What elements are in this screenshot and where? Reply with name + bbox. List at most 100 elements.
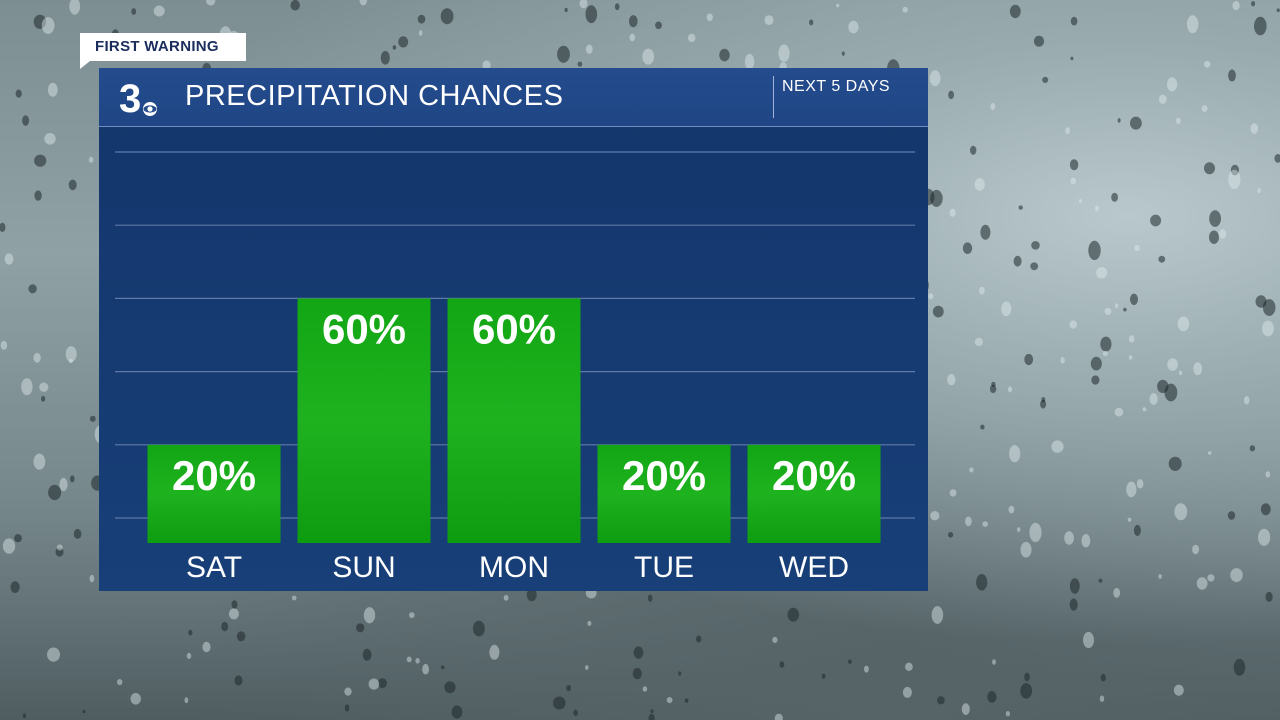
raindrop (974, 337, 984, 347)
raindrop (1078, 199, 1083, 203)
raindrop (1017, 527, 1021, 532)
raindrop (362, 648, 372, 661)
raindrop (1070, 16, 1078, 26)
raindrop (236, 631, 246, 642)
data-label-sat: 20% (172, 452, 256, 499)
raindrop (1204, 162, 1215, 175)
category-label-sat: SAT (186, 551, 242, 584)
raindrop (687, 33, 696, 43)
raindrop (778, 44, 790, 62)
raindrop (1001, 301, 1012, 317)
raindrop (1030, 262, 1039, 271)
bar-tue (597, 444, 731, 543)
raindrop (117, 679, 123, 686)
raindrop (979, 286, 985, 295)
raindrop (88, 156, 94, 163)
raindrop (948, 532, 954, 538)
raindrop (1024, 353, 1034, 366)
raindrop (221, 621, 229, 632)
raindrop (989, 384, 997, 394)
raindrop (34, 154, 47, 167)
raindrop (1192, 544, 1200, 555)
raindrop (89, 574, 95, 583)
raindrop (1069, 578, 1080, 594)
raindrop (89, 415, 96, 422)
raindrop (553, 696, 566, 710)
raindrop (344, 704, 350, 712)
raindrop (585, 44, 593, 54)
first-warning-banner: FIRST WARNING (80, 33, 246, 61)
raindrop (932, 305, 944, 318)
raindrop (774, 713, 783, 720)
raindrop (1258, 528, 1271, 546)
raindrop (1083, 631, 1094, 649)
raindrop (202, 641, 211, 653)
logo-number: 3 (119, 77, 141, 120)
raindrop (48, 484, 62, 501)
raindrop (186, 652, 192, 660)
raindrop (847, 659, 852, 664)
raindrop (1203, 60, 1211, 68)
raindrop (655, 21, 662, 30)
raindrop (68, 179, 77, 191)
raindrop (153, 5, 165, 17)
bar-wed (747, 444, 881, 543)
channel-3-logo-icon: 3 (119, 77, 157, 120)
raindrop (1069, 598, 1078, 611)
raindrop (1168, 456, 1182, 471)
raindrop (987, 691, 997, 703)
raindrop (1274, 154, 1280, 163)
raindrop (1070, 177, 1076, 185)
raindrop (1130, 116, 1142, 130)
raindrop (33, 14, 47, 29)
raindrop (1142, 407, 1147, 412)
raindrop (1209, 230, 1219, 244)
data-label-wed: 20% (772, 452, 856, 499)
raindrop (47, 82, 58, 97)
raindrop (1167, 77, 1178, 92)
banner-tail (80, 61, 90, 69)
raindrop (1178, 370, 1183, 376)
raindrop (1254, 16, 1267, 36)
raindrop (980, 224, 991, 240)
raindrop (772, 636, 778, 644)
raindrop (1150, 214, 1162, 227)
raindrop (905, 662, 913, 671)
raindrop (69, 0, 81, 15)
raindrop (1227, 511, 1236, 520)
raindrop (15, 89, 22, 98)
raindrop (1117, 118, 1121, 123)
raindrop (1228, 69, 1236, 82)
category-label-tue: TUE (634, 551, 694, 584)
raindrop (1158, 255, 1166, 263)
raindrop (684, 698, 689, 703)
raindrop (1123, 307, 1127, 312)
raindrop (1008, 505, 1015, 514)
raindrop (1060, 357, 1065, 364)
raindrop (587, 620, 592, 626)
raindrop (974, 178, 985, 191)
raindrop (14, 534, 22, 543)
raindrop (848, 20, 859, 34)
raindrop (1070, 56, 1074, 61)
raindrop (696, 635, 702, 643)
raindrop (1243, 396, 1250, 405)
raindrop (1090, 356, 1102, 371)
category-label-mon: MON (479, 551, 549, 584)
raindrop (1095, 205, 1099, 212)
raindrop (1230, 568, 1243, 583)
raindrop (1051, 440, 1064, 453)
raindrop (864, 665, 869, 673)
raindrop (633, 646, 644, 659)
raindrop (1134, 244, 1140, 252)
raindrop (970, 145, 977, 155)
raindrop (666, 697, 673, 704)
raindrop (1130, 293, 1138, 305)
bar-sat (147, 444, 281, 543)
raindrop (1129, 335, 1135, 343)
raindrop (1100, 673, 1106, 682)
raindrop (1115, 303, 1119, 309)
raindrop (10, 581, 20, 593)
raindrop (406, 656, 412, 663)
raindrop (1193, 362, 1203, 376)
